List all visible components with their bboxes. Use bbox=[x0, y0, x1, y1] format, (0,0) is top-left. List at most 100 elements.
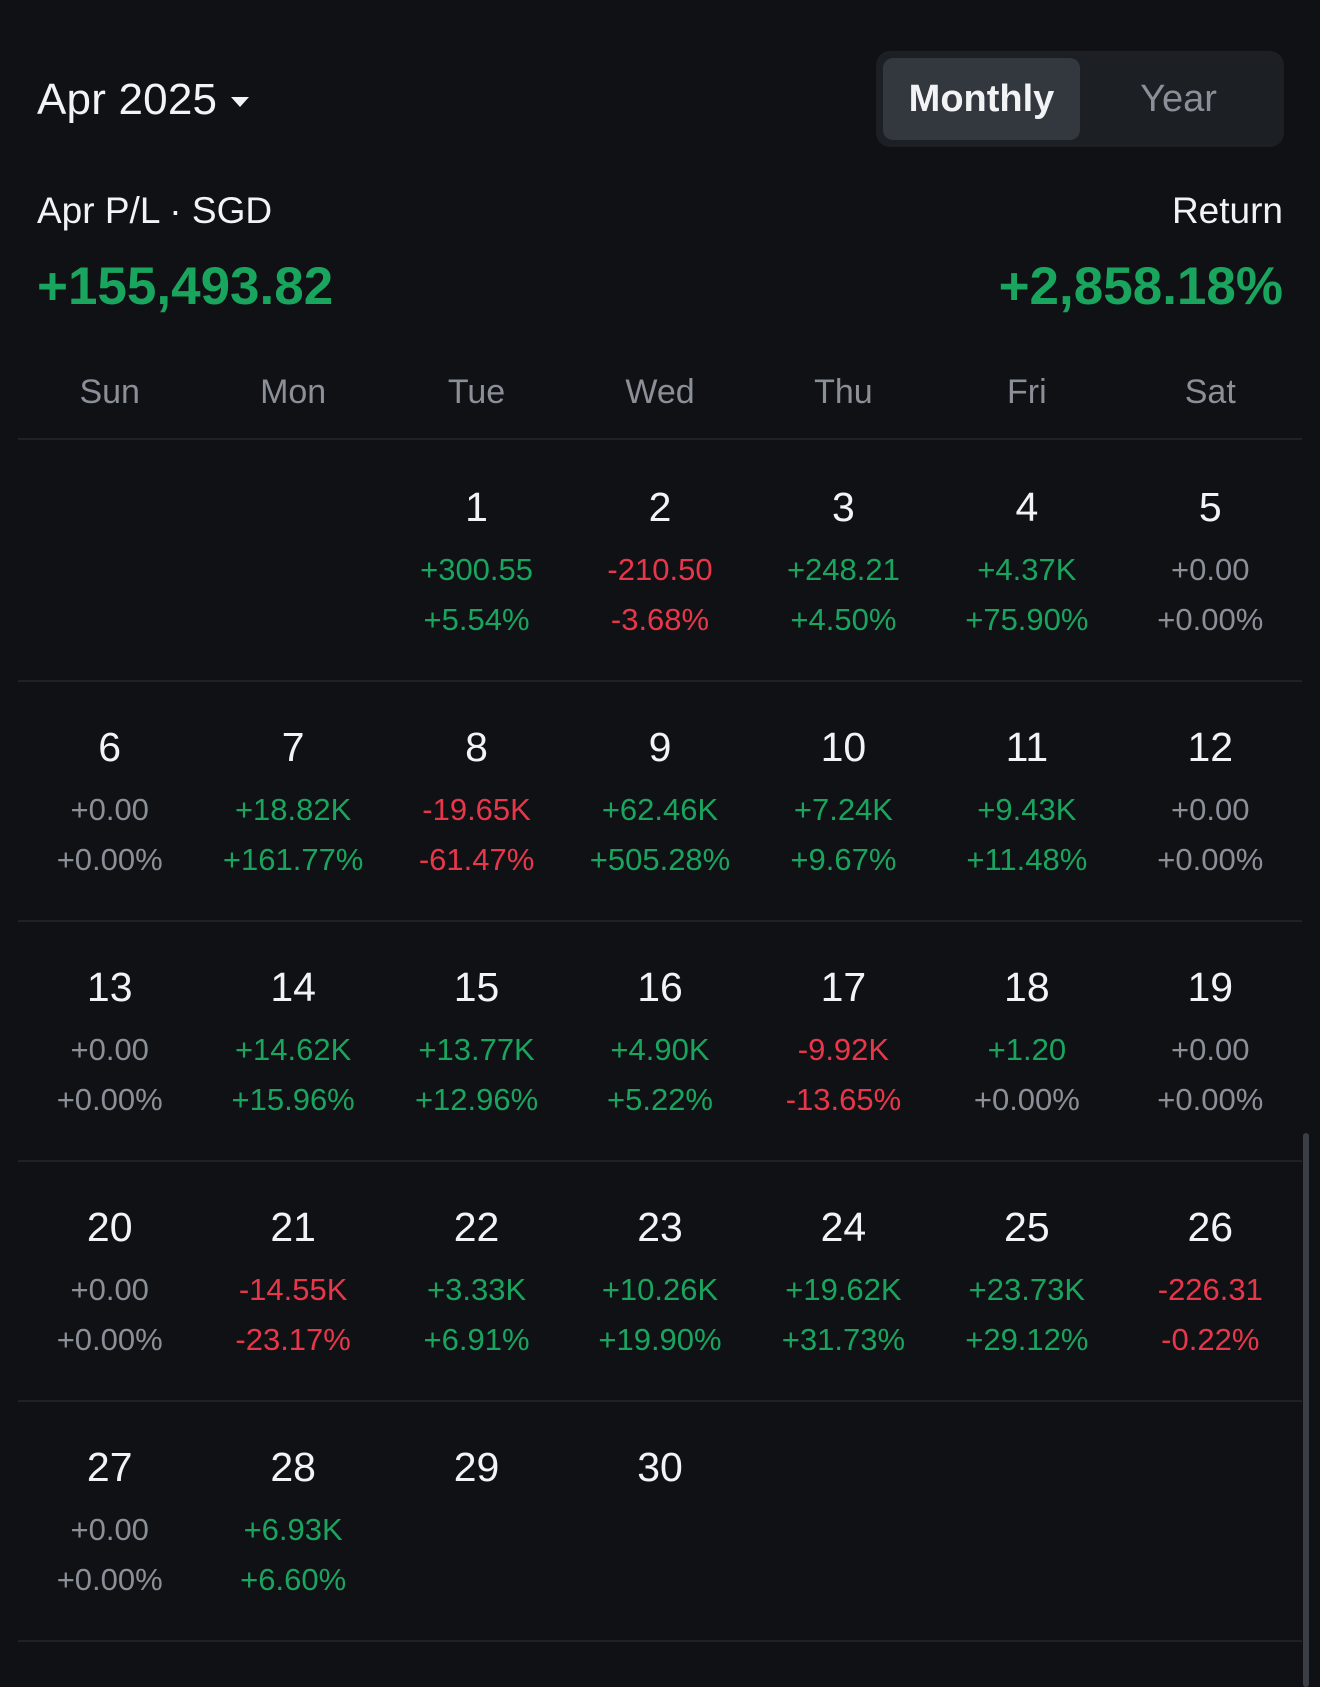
calendar-day[interactable]: 7 +18.82K +161.77% bbox=[201, 682, 384, 920]
day-pl: +23.73K bbox=[968, 1272, 1086, 1307]
day-return: +5.22% bbox=[606, 1082, 713, 1117]
calendar-day[interactable]: 8 -19.65K -61.47% bbox=[385, 682, 568, 920]
pl-value: +155,493.82 bbox=[37, 257, 334, 316]
day-pl: +248.21 bbox=[786, 552, 900, 587]
weekday-sat: Sat bbox=[1184, 373, 1236, 411]
calendar-day[interactable]: 27 +0.00 +0.00% bbox=[18, 1402, 201, 1640]
day-pl: +62.46K bbox=[601, 792, 719, 827]
day-pl: +10.26K bbox=[601, 1272, 719, 1307]
day-pl: +4.37K bbox=[977, 552, 1077, 587]
day-return: -0.22% bbox=[1161, 1322, 1260, 1357]
day-return: +15.96% bbox=[231, 1082, 355, 1117]
day-return: -61.47% bbox=[418, 842, 535, 877]
calendar-day[interactable]: 17 -9.92K -13.65% bbox=[752, 922, 935, 1160]
calendar-day[interactable]: 14 +14.62K +15.96% bbox=[201, 922, 384, 1160]
day-return: -3.68% bbox=[610, 602, 710, 637]
calendar-day[interactable]: 4 +4.37K +75.90% bbox=[935, 442, 1118, 680]
weekday-fri: Fri bbox=[1007, 373, 1047, 411]
calendar-day[interactable]: 1 +300.55 +5.54% bbox=[385, 442, 568, 680]
day-pl: +19.62K bbox=[785, 1272, 902, 1307]
day-number: 13 bbox=[86, 964, 133, 1010]
calendar-day[interactable]: 10 +7.24K +9.67% bbox=[752, 682, 935, 920]
day-return: +9.67% bbox=[790, 842, 897, 877]
header: Apr 2025 Monthly Year bbox=[0, 0, 1320, 160]
calendar-week: 6 +0.00 +0.00% 7 +18.82K +161.77% 8 -19.65K -61.… bbox=[18, 682, 1302, 922]
calendar-day[interactable]: 5 +0.00 +0.00% bbox=[1119, 442, 1302, 680]
calendar-day[interactable]: 12 +0.00 +0.00% bbox=[1119, 682, 1302, 920]
day-return: +0.00% bbox=[56, 1082, 163, 1117]
day-number: 25 bbox=[1004, 1204, 1050, 1250]
weekday-tue: Tue bbox=[447, 373, 506, 411]
tab-monthly[interactable]: Monthly bbox=[883, 58, 1080, 140]
day-return: +0.00% bbox=[56, 1322, 163, 1357]
calendar-day[interactable]: 13 +0.00 +0.00% bbox=[18, 922, 201, 1160]
weekday-mon: Mon bbox=[260, 373, 327, 411]
weekday-thu: Thu bbox=[814, 373, 873, 411]
calendar-day[interactable]: 30 bbox=[568, 1402, 751, 1640]
day-return: +31.73% bbox=[781, 1322, 906, 1357]
day-return: +161.77% bbox=[222, 842, 364, 877]
calendar-day[interactable]: 26 -226.31 -0.22% bbox=[1119, 1162, 1302, 1400]
day-number: 22 bbox=[453, 1204, 500, 1250]
calendar-day[interactable]: 6 +0.00 +0.00% bbox=[18, 682, 201, 920]
scrollbar[interactable] bbox=[1303, 1133, 1309, 1687]
calendar-day[interactable]: 15 +13.77K +12.96% bbox=[385, 922, 568, 1160]
day-number: 3 bbox=[832, 484, 855, 530]
return-label: Return bbox=[1171, 190, 1283, 231]
calendar-day[interactable]: 23 +10.26K +19.90% bbox=[568, 1162, 751, 1400]
day-return: +505.28% bbox=[589, 842, 731, 877]
day-return: -13.65% bbox=[785, 1082, 902, 1117]
day-number: 8 bbox=[465, 724, 488, 770]
tab-year[interactable]: Year bbox=[1080, 58, 1277, 140]
calendar-day[interactable]: 9 +62.46K +505.28% bbox=[568, 682, 751, 920]
day-pl: +6.93K bbox=[243, 1512, 343, 1547]
calendar-day[interactable]: 20 +0.00 +0.00% bbox=[18, 1162, 201, 1400]
day-number: 24 bbox=[820, 1204, 867, 1250]
day-return: +0.00% bbox=[56, 842, 163, 877]
caret-down-icon bbox=[231, 97, 250, 107]
day-pl: +4.90K bbox=[610, 1032, 710, 1067]
calendar-day[interactable]: 16 +4.90K +5.22% bbox=[568, 922, 751, 1160]
calendar-day[interactable]: 24 +19.62K +31.73% bbox=[752, 1162, 935, 1400]
weekday-sun: Sun bbox=[79, 373, 140, 411]
calendar-day[interactable]: 22 +3.33K +6.91% bbox=[385, 1162, 568, 1400]
calendar-week: 27 +0.00 +0.00% 28 +6.93K +6.60% 29 30 bbox=[18, 1402, 1302, 1642]
day-pl: +300.55 bbox=[420, 552, 534, 587]
day-return: +0.00% bbox=[1157, 1082, 1264, 1117]
calendar-day[interactable]: 2 -210.50 -3.68% bbox=[568, 442, 751, 680]
calendar-day[interactable]: 3 +248.21 +4.50% bbox=[752, 442, 935, 680]
calendar-day[interactable]: 19 +0.00 +0.00% bbox=[1119, 922, 1302, 1160]
day-return: +5.54% bbox=[423, 602, 530, 637]
calendar-day[interactable]: 18 +1.20 +0.00% bbox=[935, 922, 1118, 1160]
day-number: 2 bbox=[648, 484, 672, 530]
calendar-day[interactable]: 25 +23.73K +29.12% bbox=[935, 1162, 1118, 1400]
day-number: 29 bbox=[453, 1444, 500, 1490]
day-pl: +0.00 bbox=[1171, 552, 1250, 587]
calendar-day[interactable]: 28 +6.93K +6.60% bbox=[201, 1402, 384, 1640]
day-pl: +14.62K bbox=[234, 1032, 352, 1067]
day-pl: +0.00 bbox=[70, 792, 149, 827]
day-number: 15 bbox=[453, 964, 500, 1010]
calendar-empty-cell bbox=[752, 1402, 935, 1640]
day-pl: +1.20 bbox=[987, 1032, 1067, 1067]
day-number: 10 bbox=[820, 724, 867, 770]
calendar-day[interactable]: 29 bbox=[385, 1402, 568, 1640]
calendar-grid: 1 +300.55 +5.54% 2 -210.50 -3.68% 3 +248.21 +4.5… bbox=[18, 442, 1302, 1642]
day-pl: -9.92K bbox=[797, 1032, 890, 1067]
calendar-day[interactable]: 21 -14.55K -23.17% bbox=[201, 1162, 384, 1400]
calendar-day[interactable]: 11 +9.43K +11.48% bbox=[935, 682, 1118, 920]
day-return: -23.17% bbox=[235, 1322, 351, 1357]
day-pl: -19.65K bbox=[422, 792, 531, 827]
calendar-empty-cell bbox=[935, 1402, 1118, 1640]
month-picker[interactable]: Apr 2025 bbox=[37, 72, 250, 128]
day-return: +4.50% bbox=[790, 602, 897, 637]
calendar-week: 20 +0.00 +0.00% 21 -14.55K -23.17% 22 +3.33K +6.… bbox=[18, 1162, 1302, 1402]
day-pl: +9.43K bbox=[977, 792, 1077, 827]
day-number: 5 bbox=[1198, 484, 1222, 530]
month-label: Apr 2025 bbox=[37, 75, 218, 124]
day-pl: +0.00 bbox=[1171, 792, 1250, 827]
day-return: +6.91% bbox=[423, 1322, 530, 1357]
day-return: +29.12% bbox=[965, 1322, 1089, 1357]
day-number: 12 bbox=[1187, 724, 1234, 770]
day-pl: +13.77K bbox=[418, 1032, 535, 1067]
